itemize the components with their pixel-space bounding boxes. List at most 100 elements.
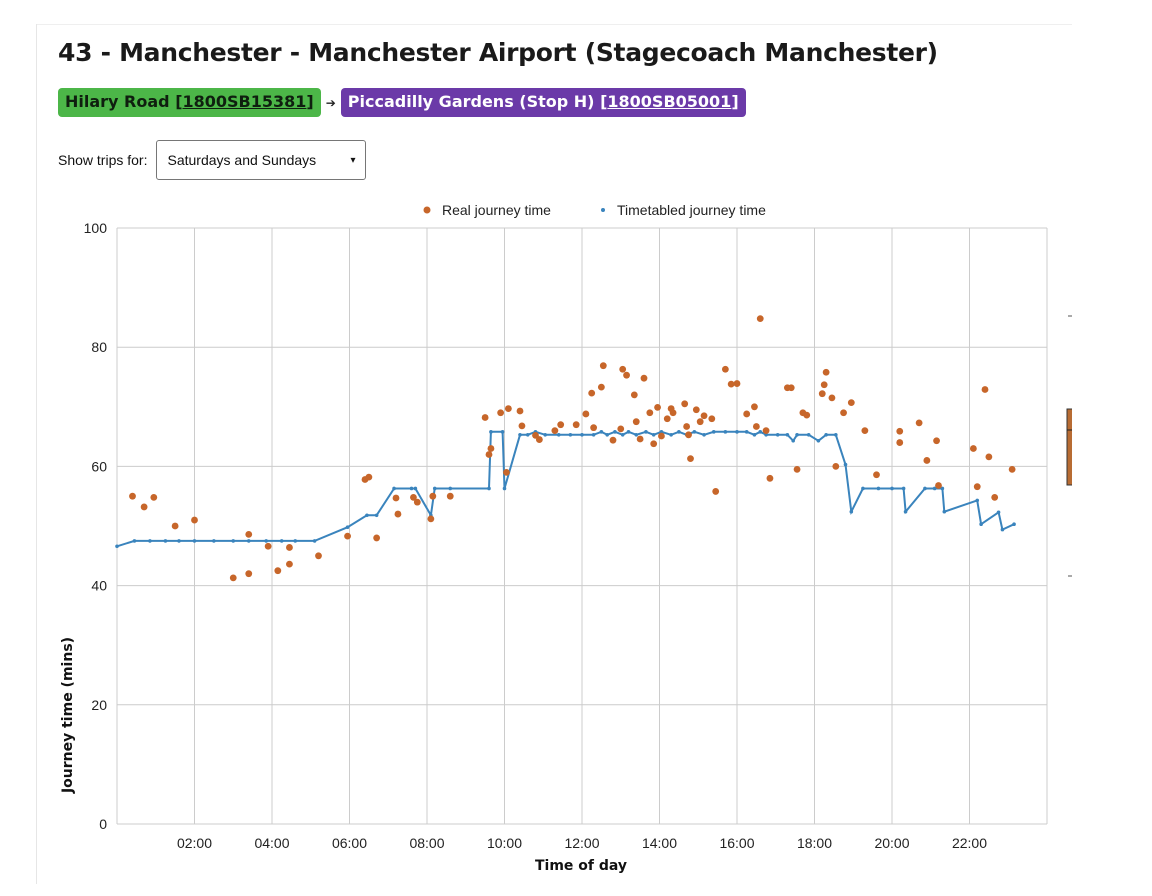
x-tick-label: 12:00 (564, 835, 599, 851)
timetabled-point (744, 430, 749, 434)
real-point (264, 542, 272, 550)
real-point (572, 421, 580, 429)
timetabled-point (115, 544, 119, 549)
real-point (497, 409, 505, 417)
real-point (721, 365, 729, 373)
real-point (663, 415, 671, 423)
to-stop-badge: Piccadilly Gardens (Stop H) [1800SB05001… (340, 88, 746, 117)
timetabled-point (901, 486, 906, 491)
real-point (150, 493, 158, 501)
real-point (873, 471, 880, 479)
real-point (191, 516, 198, 524)
real-point (597, 383, 605, 391)
real-point (394, 510, 402, 518)
real-point (245, 530, 253, 538)
real-point (896, 427, 904, 435)
real-point (171, 522, 179, 530)
from-stop-badge: Hilary Road [1800SB15381] (58, 88, 321, 117)
real-point (818, 390, 826, 398)
page-title: 43 - Manchester - Manchester Airport (St… (58, 38, 938, 67)
real-point (518, 422, 526, 430)
real-point (413, 498, 421, 506)
timetabled-point (758, 430, 763, 434)
content-left-border (36, 24, 37, 884)
timetabled-point (816, 438, 821, 443)
real-point (743, 410, 751, 418)
timetabled-point (923, 486, 927, 491)
real-point (683, 423, 691, 430)
real-point (685, 431, 692, 439)
real-point (623, 371, 630, 379)
real-point (286, 560, 293, 568)
real-point (446, 492, 454, 500)
x-tick-label: 16:00 (719, 835, 754, 851)
timetabled-point (192, 539, 197, 543)
real-point (286, 544, 293, 551)
timetabled-point (876, 486, 881, 491)
real-point (619, 365, 627, 373)
timetabled-point (979, 522, 983, 527)
timetabled-point (246, 539, 251, 543)
real-point (646, 409, 654, 417)
real-point (669, 409, 677, 417)
filter-label: Show trips for: (58, 152, 148, 168)
timetabled-point (785, 433, 790, 437)
side-decoration (1066, 315, 1072, 577)
timetabled-point (525, 433, 530, 437)
real-point (727, 380, 735, 388)
real-point (700, 412, 708, 420)
real-point (712, 488, 720, 495)
real-point (516, 407, 524, 415)
real-point (274, 567, 282, 575)
real-point (840, 409, 847, 417)
timetabled-point (723, 430, 728, 434)
timetabled-point (312, 539, 317, 543)
timetabled-point (518, 433, 522, 437)
real-point (681, 400, 689, 408)
real-point (861, 427, 869, 435)
real-point (847, 399, 855, 407)
timetabled-point (843, 462, 848, 467)
timetabled-point (432, 486, 437, 491)
timetabled-point (1000, 527, 1005, 532)
timetabled-point (502, 486, 507, 491)
timetabled-point (849, 509, 854, 514)
timetabled-point (669, 433, 673, 437)
route-stops: Hilary Road [1800SB15381] ➔ Piccadilly G… (58, 88, 746, 117)
chart-grid (117, 227, 1047, 825)
from-stop-name: Hilary Road (65, 92, 170, 111)
real-point (373, 534, 381, 542)
timetabled-point (975, 498, 980, 503)
timetabled-point (392, 486, 396, 491)
y-tick-label: 40 (91, 578, 107, 594)
chart-legend: Real journey time Timetabled journey tim… (423, 202, 766, 218)
real-point (632, 418, 640, 426)
timetabled-point (264, 539, 268, 543)
trip-filter: Show trips for: Saturdays and Sundays ▾ (58, 140, 367, 180)
to-stop-code-link[interactable]: 1800SB05001 (607, 92, 732, 111)
timetabled-point (409, 486, 414, 491)
timetabled-point (620, 433, 625, 437)
timetabled-point (1012, 522, 1016, 527)
journey-time-chart: 02:00 04:00 06:00 08:00 10:00 12:00 14:00 16:00… (60, 202, 1072, 874)
real-point (487, 445, 495, 452)
real-point (692, 406, 700, 414)
timetabled-point (543, 433, 547, 437)
timetabled-point (132, 539, 137, 543)
real-point (658, 432, 665, 440)
from-stop-code-link[interactable]: 1800SB15381 (182, 92, 307, 111)
timetabled-point (775, 433, 780, 437)
real-point (991, 493, 999, 501)
x-tick-label: 22:00 (952, 835, 987, 851)
content-top-border (36, 24, 1072, 25)
plot-area-border (116, 228, 1048, 824)
y-axis-title: Journey time (mins) (60, 637, 76, 794)
timetabled-point (795, 433, 799, 437)
arrow-right-icon: ➔ (325, 95, 336, 110)
timetabled-point (890, 486, 894, 491)
timetabled-point (345, 525, 350, 529)
day-type-select[interactable]: Saturdays and Sundays ▾ (156, 140, 367, 180)
real-point (793, 465, 801, 473)
timetabled-point (177, 539, 181, 543)
real-point (756, 315, 764, 322)
